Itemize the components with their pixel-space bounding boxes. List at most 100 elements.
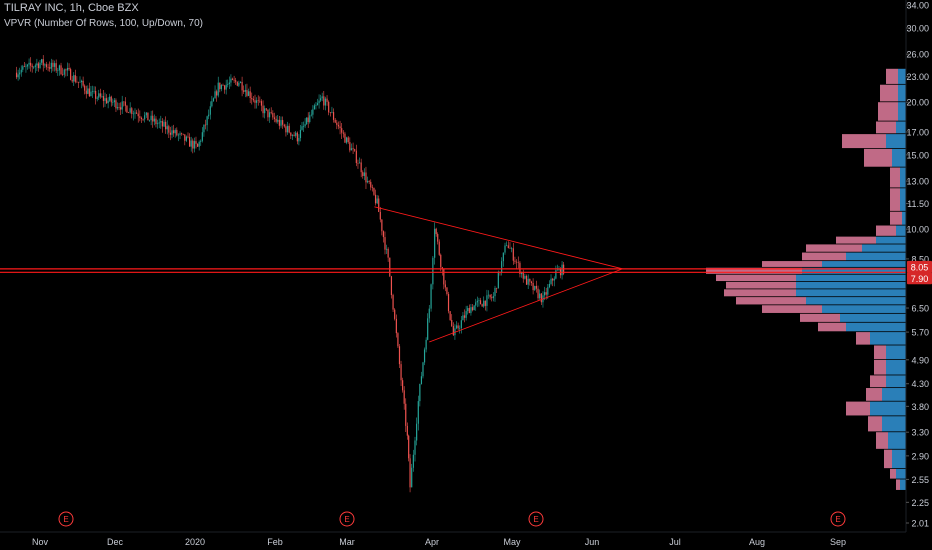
candle-body <box>239 81 242 83</box>
volume-profile-up-bar <box>900 479 906 490</box>
candle-body <box>302 126 305 127</box>
candle-body <box>107 100 109 104</box>
candle-body <box>484 300 486 306</box>
candle-body <box>501 261 503 273</box>
candle-body <box>416 423 418 441</box>
volume-profile-up-bar <box>900 167 906 188</box>
volume-profile-up-bar <box>896 468 906 479</box>
candle-body <box>277 119 279 122</box>
time-axis[interactable]: Nov Dec 2020 Feb Mar Apr May Jun Jul Aug Sep <box>0 531 906 547</box>
candle-body <box>285 126 287 133</box>
volume-profile-up-bar <box>882 416 906 432</box>
candle-body <box>394 309 396 319</box>
candle-body <box>58 65 61 71</box>
price-axis-label: 26.00 <box>906 50 929 60</box>
price-axis-label: 23.00 <box>906 72 929 82</box>
candle-body <box>152 115 154 122</box>
volume-profile-up-bar <box>896 121 906 134</box>
candle-body <box>443 269 445 285</box>
candle-body <box>63 69 65 75</box>
candle-body <box>494 287 496 297</box>
volume-profile-down-bar <box>870 375 886 388</box>
candle-body <box>148 120 151 121</box>
volume-profile-down-bar <box>896 479 900 490</box>
candle-body <box>298 138 300 142</box>
candle-body <box>522 272 524 279</box>
earnings-marker-label: E <box>344 515 349 524</box>
candle-body <box>268 112 271 118</box>
candle-body <box>181 133 183 134</box>
candle-body <box>169 132 172 135</box>
volume-profile-down-bar <box>856 332 870 345</box>
candle-body <box>475 302 477 306</box>
candle-body <box>447 294 450 312</box>
candle-body <box>96 97 98 99</box>
earnings-marker[interactable]: E <box>830 511 846 527</box>
volume-profile-up-bar <box>870 401 906 416</box>
candle-body <box>37 63 40 68</box>
candle-body <box>68 67 70 70</box>
volume-profile-down-bar <box>802 252 846 261</box>
candle-body <box>511 248 513 249</box>
earnings-marker[interactable]: E <box>58 511 74 527</box>
candle-body <box>254 100 256 103</box>
candle-body <box>400 364 402 381</box>
candle-body <box>435 228 437 235</box>
volume-profile-down-bar <box>890 211 902 225</box>
candle-body <box>84 85 86 91</box>
candle-body <box>66 67 69 71</box>
candle-body <box>556 269 559 271</box>
candle-body <box>249 91 251 99</box>
volume-profile-down-bar <box>876 225 896 236</box>
candle-body <box>256 100 258 103</box>
price-axis-label: 5.70 <box>911 328 929 338</box>
price-axis[interactable]: 34.00 30.00 26.00 23.00 20.00 17.00 15.00 13.00… <box>905 0 932 532</box>
candle-body <box>140 117 143 119</box>
candle-body <box>397 333 399 347</box>
candle-body <box>198 141 200 147</box>
candle-body <box>449 311 451 321</box>
volume-profile-up-bar <box>898 102 906 121</box>
candle-body <box>15 72 18 78</box>
earnings-marker[interactable]: E <box>528 511 544 527</box>
candle-body <box>275 118 277 122</box>
candle-body <box>233 79 235 81</box>
drawing-lines[interactable] <box>0 206 906 343</box>
candle-body <box>222 85 224 86</box>
candle-body <box>158 122 160 124</box>
candle-body <box>339 126 341 129</box>
candle-body <box>384 237 386 250</box>
candle-body <box>479 300 482 305</box>
candle-body <box>208 114 210 117</box>
candle-body <box>31 65 33 68</box>
candle-body <box>491 297 493 299</box>
volume-profile-down-bar <box>818 322 846 332</box>
earnings-marker-circle <box>58 511 74 527</box>
candle-body <box>548 283 551 288</box>
indicator-legend[interactable]: VPVR (Number Of Rows, 100, Up/Down, 70) <box>4 18 203 29</box>
candle-body <box>70 69 72 80</box>
price-axis-label: 4.90 <box>911 355 929 365</box>
candle-body <box>459 328 461 329</box>
price-axis-label: 2.90 <box>911 451 929 461</box>
candle-body <box>273 117 276 119</box>
candle-body <box>225 84 227 90</box>
candle-body <box>26 64 29 67</box>
earnings-marker[interactable]: E <box>339 511 355 527</box>
candle-body <box>93 90 95 92</box>
time-axis-label: Aug <box>749 537 765 547</box>
candle-body <box>530 281 533 284</box>
volume-profile-down-bar <box>736 297 806 305</box>
price-axis-label: 17.00 <box>906 127 929 137</box>
candle-body <box>425 339 427 350</box>
candle-body <box>347 137 349 143</box>
candle-body <box>489 294 491 298</box>
volume-profile-down-bar <box>762 261 822 267</box>
candle-body <box>312 109 314 115</box>
candle-body <box>236 81 238 86</box>
candle-body <box>115 100 117 109</box>
candle-body <box>309 115 311 123</box>
candle-body <box>405 403 407 426</box>
